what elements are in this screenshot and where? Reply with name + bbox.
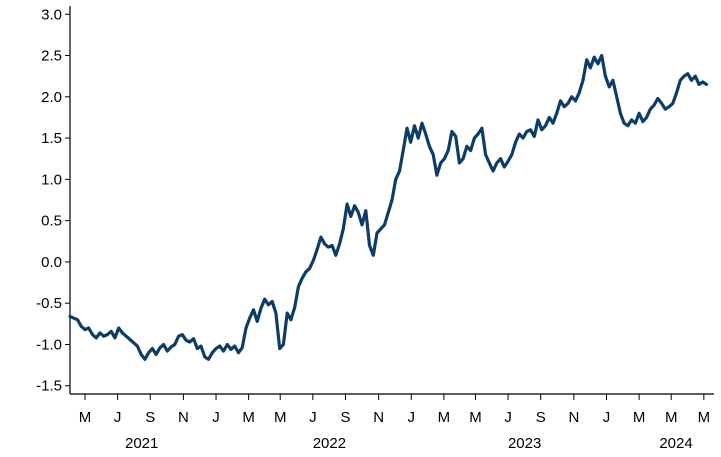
y-tick-label: -1.5 bbox=[36, 378, 62, 395]
x-tick-label: J bbox=[603, 409, 611, 426]
y-tick-label: 2.5 bbox=[41, 48, 62, 65]
x-axis: M J S N J M M J S N J M M J S N J M M M 2021 2022 2023 2024 bbox=[70, 393, 714, 452]
y-tick-label: 0.5 bbox=[41, 213, 62, 230]
x-tick-label: S bbox=[340, 409, 350, 426]
y-axis: -1.5 -1.0 -0.5 0.0 0.5 1.0 1.5 2.0 2.5 3.0 bbox=[36, 6, 71, 395]
x-tick-label: M bbox=[698, 409, 711, 426]
x-tick-label: N bbox=[178, 409, 189, 426]
plot-area bbox=[68, 53, 709, 361]
x-tick-label: J bbox=[408, 409, 416, 426]
series-line bbox=[68, 53, 709, 361]
y-tick-label: 0.0 bbox=[41, 254, 62, 271]
x-tick-label: S bbox=[145, 409, 155, 426]
x-tick-label: M bbox=[242, 409, 255, 426]
x-tick-label: M bbox=[665, 409, 678, 426]
x-year-label: 2021 bbox=[125, 435, 158, 452]
x-tick-label: J bbox=[212, 409, 220, 426]
y-tick-label: 1.5 bbox=[41, 130, 62, 147]
y-tick-label: -1.0 bbox=[36, 336, 62, 353]
x-tick-label: J bbox=[309, 409, 317, 426]
y-tick-label: 1.0 bbox=[41, 171, 62, 188]
x-tick-label: J bbox=[114, 409, 122, 426]
x-year-label: 2024 bbox=[659, 435, 692, 452]
x-tick-label: M bbox=[633, 409, 646, 426]
x-tick-label: S bbox=[536, 409, 546, 426]
x-tick-label: J bbox=[504, 409, 512, 426]
x-tick-label: M bbox=[79, 409, 92, 426]
y-tick-label: 3.0 bbox=[41, 6, 62, 23]
x-tick-label: M bbox=[274, 409, 287, 426]
x-tick-label: N bbox=[568, 409, 579, 426]
x-tick-label: N bbox=[373, 409, 384, 426]
x-year-label: 2023 bbox=[508, 435, 541, 452]
y-tick-label: -0.5 bbox=[36, 295, 62, 312]
x-year-label: 2022 bbox=[313, 435, 346, 452]
y-tick-label: 2.0 bbox=[41, 89, 62, 106]
x-tick-label: M bbox=[469, 409, 482, 426]
x-tick-label: M bbox=[438, 409, 451, 426]
